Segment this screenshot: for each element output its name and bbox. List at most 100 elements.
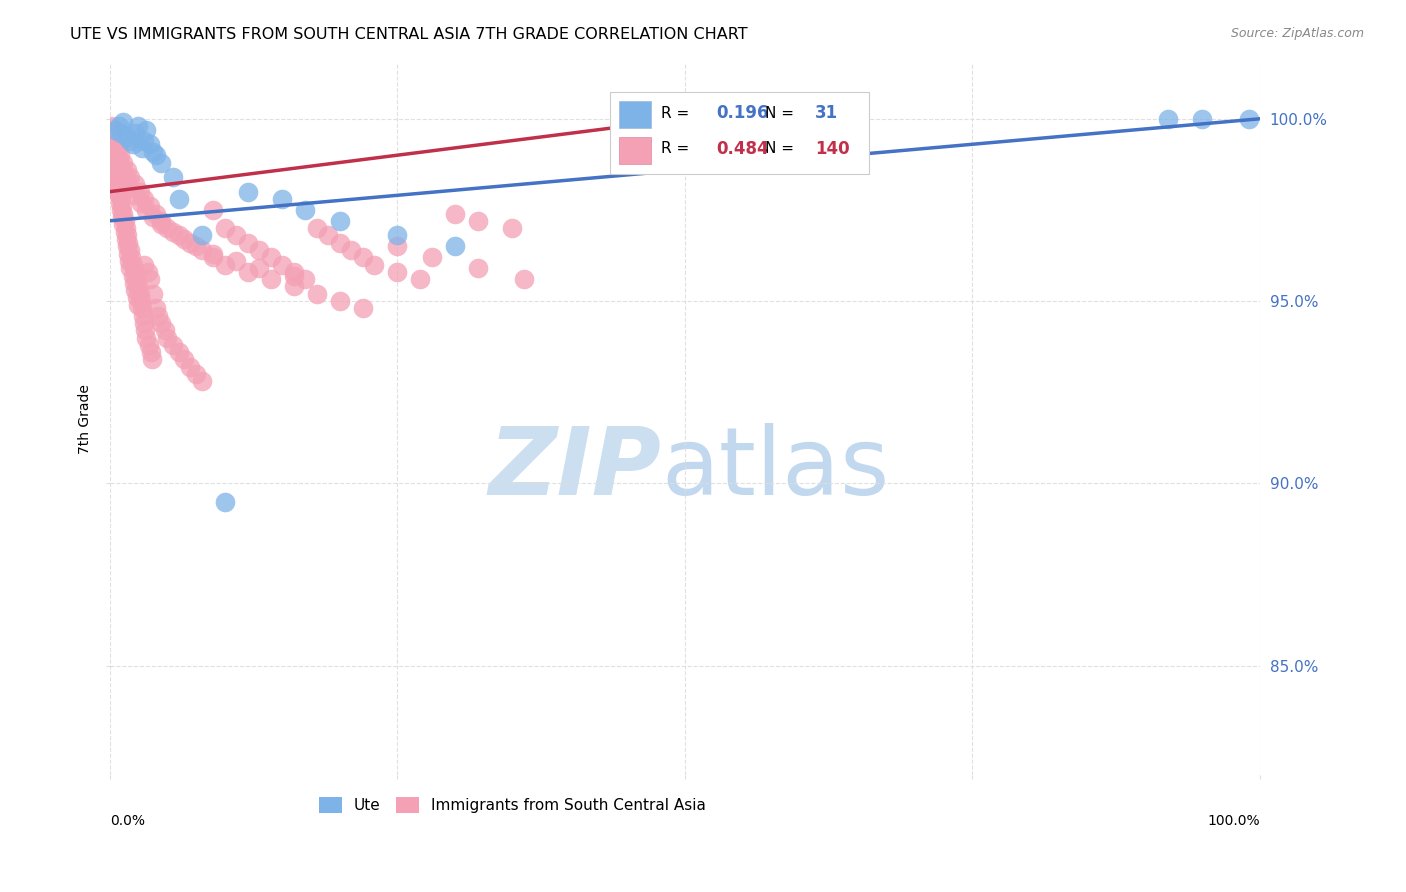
Point [142,210,165,224]
Point [121,250,143,264]
Text: N =: N = [765,105,794,120]
Point [112,206,135,220]
Point [236,235,259,250]
Point [124,178,146,192]
Point [122,276,145,290]
Point [190,243,212,257]
Point [150,218,173,232]
Point [142,145,165,159]
Text: 140: 140 [815,140,849,158]
Text: 100.0%: 100.0% [1208,814,1260,828]
Point [294,272,316,286]
Point [111,199,134,213]
Point [101,155,124,169]
Point [115,130,138,145]
Point [150,214,173,228]
Point [134,192,156,206]
Point [101,152,124,166]
Point [107,181,129,195]
Point [115,174,138,188]
Point [114,214,136,228]
Point [127,290,149,304]
Point [1191,112,1213,126]
Point [134,258,156,272]
Point [260,272,283,286]
Point [190,228,212,243]
Point [104,178,127,192]
Point [513,272,536,286]
Point [134,323,156,337]
Point [104,166,127,180]
Point [184,367,207,381]
Point [121,258,143,272]
Point [352,250,374,264]
Point [283,279,305,293]
Point [124,188,146,202]
Point [111,210,134,224]
Point [124,265,146,279]
Point [120,181,142,195]
Point [108,152,131,166]
Point [214,221,236,235]
Point [283,265,305,279]
Point [134,316,156,330]
Point [145,301,167,316]
Point [104,122,127,136]
Point [467,214,489,228]
Point [467,261,489,276]
Point [1157,112,1180,126]
Point [135,330,157,344]
Text: atlas: atlas [662,424,890,516]
Point [125,272,148,286]
Text: Source: ZipAtlas.com: Source: ZipAtlas.com [1230,27,1364,40]
Point [167,228,190,243]
Point [316,228,339,243]
Point [139,345,162,359]
Point [156,221,179,235]
Point [247,261,270,276]
Point [105,185,128,199]
Point [100,119,122,133]
Y-axis label: 7th Grade: 7th Grade [79,384,93,455]
Point [202,202,225,217]
Point [108,185,131,199]
Point [139,199,162,213]
Point [129,294,152,309]
Point [129,195,152,210]
Point [108,148,131,162]
Point [150,316,173,330]
Point [409,272,432,286]
Point [117,246,139,260]
Point [162,338,184,352]
Point [112,115,135,129]
Point [150,155,173,169]
Point [214,494,236,508]
Point [128,185,150,199]
Point [112,166,135,180]
Point [112,218,135,232]
Point [107,141,129,155]
Point [167,192,190,206]
Point [443,239,465,253]
Point [225,228,247,243]
Point [120,243,142,257]
FancyBboxPatch shape [619,136,651,163]
Point [114,225,136,239]
Point [115,228,138,243]
Text: R =: R = [661,141,689,156]
Point [118,254,141,268]
Point [501,221,523,235]
Point [100,137,122,152]
Point [134,134,156,148]
Point [136,265,159,279]
Point [260,250,283,264]
Point [329,294,352,309]
Point [283,268,305,283]
Point [789,112,811,126]
Point [142,286,165,301]
Point [110,192,132,206]
Point [271,192,294,206]
Point [128,286,150,301]
Point [162,225,184,239]
Point [115,162,138,177]
